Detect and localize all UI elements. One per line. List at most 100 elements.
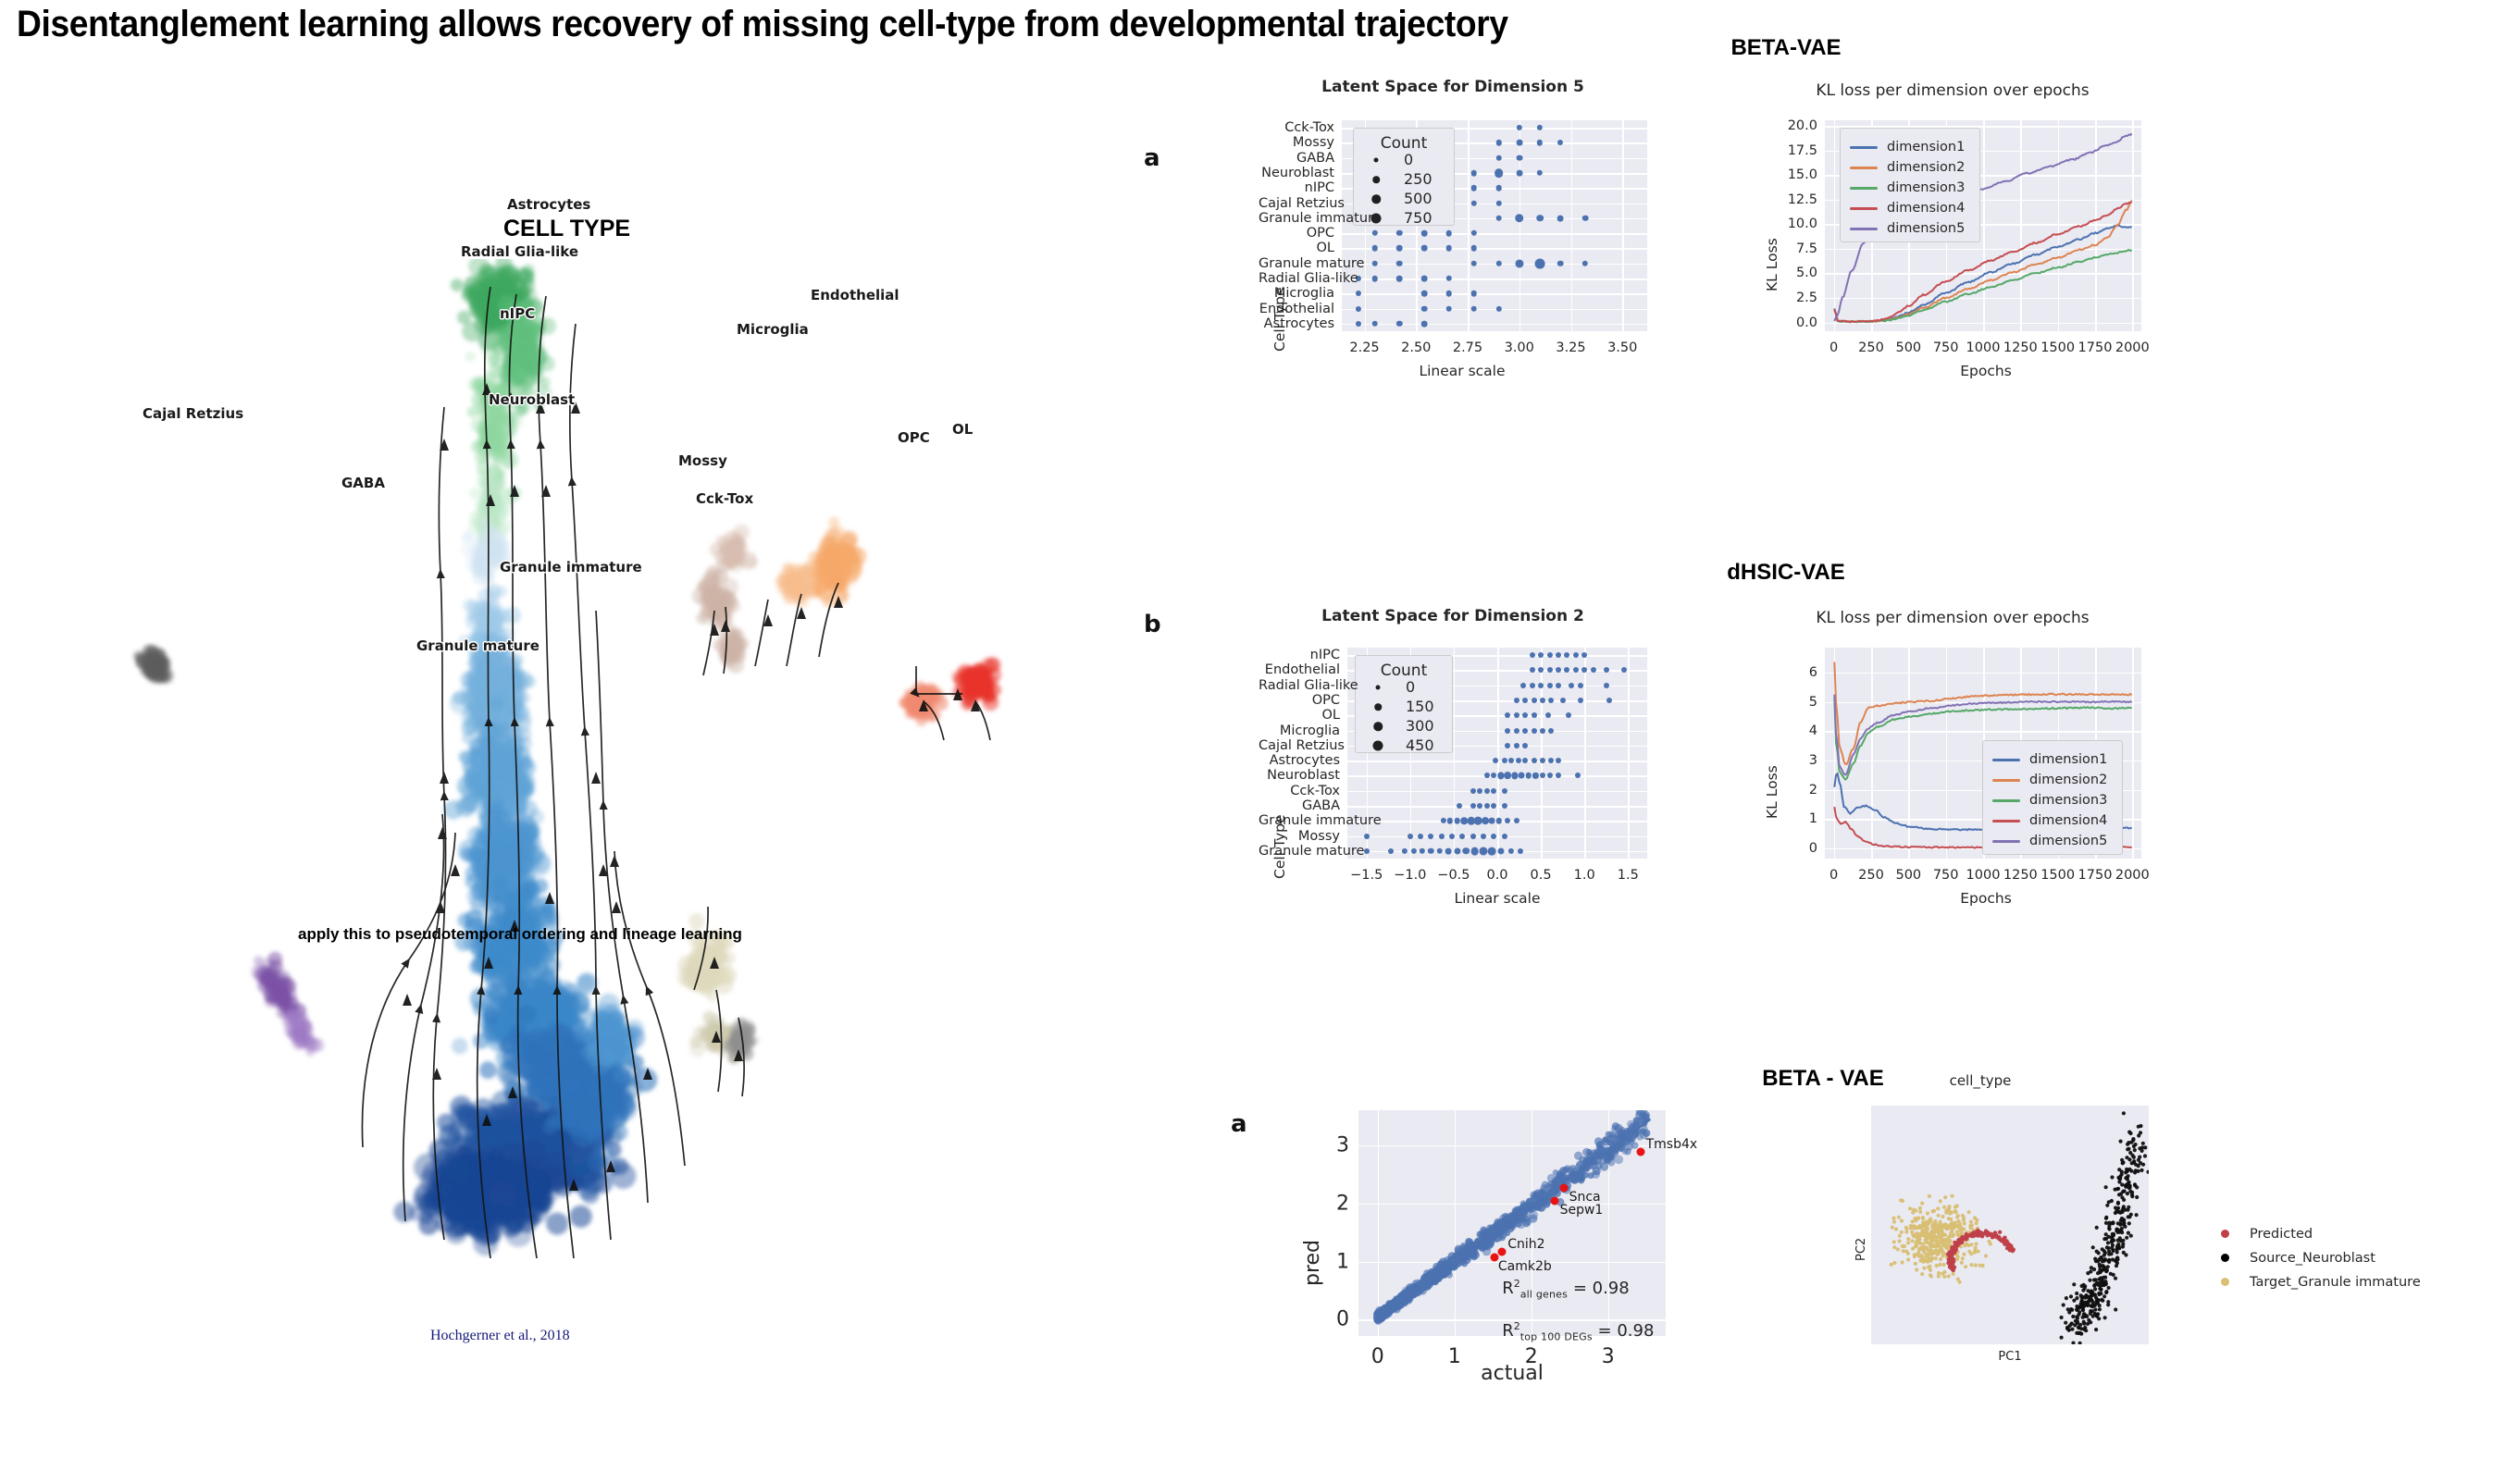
data-point bbox=[1581, 215, 1589, 222]
data-point bbox=[1462, 847, 1470, 855]
panel-letter-b: b bbox=[1144, 611, 1161, 638]
gridline-h bbox=[1825, 175, 2141, 177]
data-point bbox=[1590, 667, 1596, 674]
xtick: 1.5 bbox=[1617, 868, 1639, 883]
gridline-v bbox=[1453, 648, 1456, 859]
gridline-v bbox=[1416, 120, 1418, 331]
data-point bbox=[1420, 245, 1428, 252]
count-legend-key bbox=[1372, 740, 1383, 751]
gridline-h bbox=[1342, 217, 1647, 220]
xtick: 2.25 bbox=[1349, 340, 1380, 355]
data-point bbox=[1470, 803, 1476, 809]
kl-legend-label: dimension4 bbox=[1887, 201, 1966, 216]
xtick: 750 bbox=[1932, 868, 1959, 883]
gridline-v bbox=[1497, 648, 1499, 859]
ytick: 3 bbox=[1336, 1133, 1349, 1157]
xtick: 0 bbox=[1371, 1345, 1384, 1368]
data-point bbox=[1470, 169, 1477, 177]
beta-kl-xlabel: Epochs bbox=[1960, 363, 2012, 379]
line-dimension3 bbox=[1833, 248, 2133, 324]
data-point bbox=[1483, 787, 1490, 794]
data-point bbox=[1505, 712, 1511, 719]
dhsic-kl-axes: dimension1 dimension2 dimension3 dimension4… bbox=[1825, 648, 2141, 859]
data-point bbox=[1491, 787, 1497, 794]
data-point bbox=[1548, 727, 1555, 734]
beta-latent-xlabel: Linear scale bbox=[1419, 363, 1506, 379]
pred-actual-chart[interactable]: Tmsb4x Snca Sepw1 Cnih2 Camk2b R2all genes = … bbox=[1296, 1110, 1697, 1397]
kl-legend-label: dimension1 bbox=[2029, 752, 2108, 767]
kl-legend: dimension1 dimension2 dimension3 dimension4… bbox=[1840, 128, 1980, 242]
data-point bbox=[1495, 215, 1502, 222]
data-point bbox=[1501, 803, 1507, 809]
gridline-v bbox=[2020, 120, 2022, 331]
data-point bbox=[1504, 772, 1512, 780]
beta-kl-chart[interactable]: KL loss per dimension over epochs dimens… bbox=[1758, 81, 2150, 389]
data-point bbox=[1355, 291, 1361, 297]
gridline-h bbox=[1342, 142, 1647, 144]
data-point bbox=[1522, 698, 1529, 703]
kl-legend-swatch bbox=[1992, 779, 2020, 782]
data-point bbox=[1440, 818, 1446, 824]
gridline-h bbox=[1342, 157, 1647, 160]
kl-legend-label: dimension3 bbox=[1887, 180, 1966, 195]
pca-chart[interactable]: cell_type PC2 PC1 bbox=[1832, 1072, 2193, 1374]
dhsic-kl-chart[interactable]: KL loss per dimension over epochs dimens… bbox=[1758, 609, 2150, 916]
kl-legend-swatch bbox=[1850, 146, 1878, 149]
pca-legend-row: Predicted bbox=[2221, 1226, 2313, 1243]
gridline-h bbox=[1825, 224, 2141, 226]
data-point bbox=[1491, 833, 1497, 839]
data-point bbox=[1491, 803, 1497, 809]
ytick-granule-mature: Granule mature bbox=[1259, 255, 1365, 271]
xtick: 0 bbox=[1829, 868, 1839, 883]
data-point bbox=[1454, 818, 1460, 824]
data-point bbox=[1538, 667, 1544, 674]
data-point bbox=[1566, 712, 1572, 719]
data-point bbox=[1396, 229, 1403, 237]
xtick: 3.25 bbox=[1556, 340, 1586, 355]
data-point bbox=[1407, 833, 1413, 839]
data-point bbox=[1555, 652, 1561, 659]
data-point bbox=[1371, 275, 1378, 282]
gridline-v bbox=[2057, 120, 2060, 331]
data-point bbox=[1493, 758, 1499, 764]
data-point bbox=[1446, 818, 1454, 824]
umap-annotation: apply this to pseudotemporal ordering an… bbox=[298, 925, 742, 943]
r-squared-1: R2all genes = 0.98 bbox=[1502, 1278, 1630, 1301]
pca-legend-row: Source_Neuroblast bbox=[2221, 1250, 2375, 1267]
xtick: 1250 bbox=[2003, 868, 2038, 883]
count-legend-label: 150 bbox=[1406, 698, 1434, 715]
beta-kl-title: KL loss per dimension over epochs bbox=[1816, 81, 2090, 100]
ytick-cck-tox: Cck-Tox bbox=[1284, 120, 1334, 136]
kl-legend-swatch bbox=[1992, 840, 2020, 843]
data-point bbox=[1534, 258, 1545, 269]
ytick-microglia: Microglia bbox=[1273, 286, 1334, 302]
data-point bbox=[1363, 847, 1370, 854]
gridline-v bbox=[1871, 648, 1873, 859]
xtick: 2000 bbox=[2115, 340, 2150, 355]
umap-title: CELL TYPE bbox=[503, 216, 631, 241]
dhsic-latent-space-chart[interactable]: Latent Space for Dimension 2 Count 0 150 30… bbox=[1259, 607, 1647, 916]
umap-svg bbox=[132, 259, 1002, 1259]
pca-legend-label: Predicted bbox=[2250, 1226, 2313, 1242]
xtick: 2 bbox=[1524, 1345, 1538, 1368]
data-point bbox=[1396, 320, 1403, 328]
xtick: 250 bbox=[1858, 868, 1884, 883]
gridline-v bbox=[1628, 648, 1630, 859]
ytick-radial-glia-like: Radial Glia-like bbox=[1259, 677, 1358, 693]
ytick: 6 bbox=[1808, 664, 1817, 680]
umap-label-cajal-retzius: Cajal Retzius bbox=[143, 405, 244, 422]
gridline-v bbox=[1833, 120, 1836, 331]
gridline-v bbox=[1531, 1110, 1533, 1336]
data-point bbox=[1436, 847, 1444, 855]
gridline-h bbox=[1825, 672, 2141, 674]
data-point bbox=[1491, 773, 1497, 779]
data-point bbox=[1479, 847, 1488, 856]
ytick-endothelial: Endothelial bbox=[1259, 301, 1334, 316]
umap-label-ol: OL bbox=[952, 421, 974, 438]
umap-plot[interactable] bbox=[56, 259, 1073, 1277]
data-point bbox=[1470, 833, 1476, 839]
beta-latent-space-chart[interactable]: Latent Space for Dimension 5 Count 0 250 50… bbox=[1259, 78, 1647, 389]
data-point bbox=[1371, 320, 1378, 328]
xtick: 1000 bbox=[1966, 868, 2001, 883]
data-point bbox=[1536, 140, 1544, 146]
